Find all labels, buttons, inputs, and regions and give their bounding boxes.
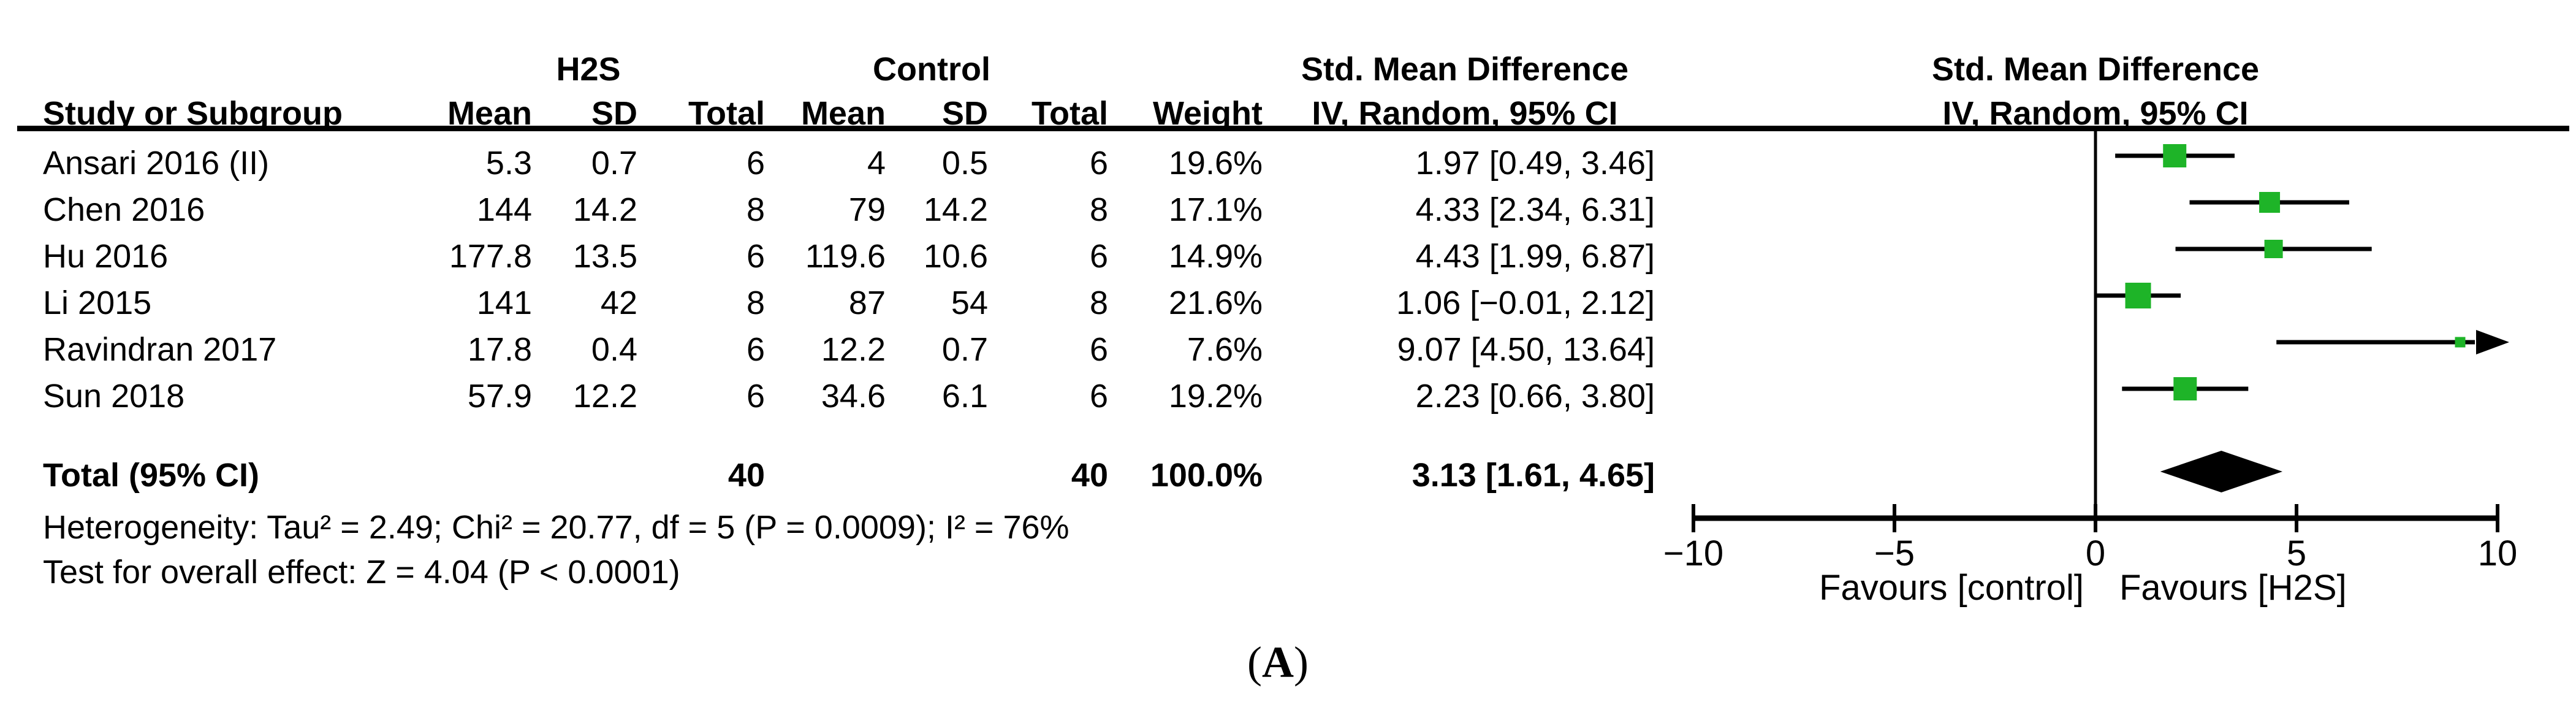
total-row-weight: 100.0% (1150, 457, 1263, 494)
total-row-label: Total (95% CI) (43, 457, 260, 494)
mean-h2s-cell: 17.8 (467, 331, 532, 368)
effect-marker (2163, 144, 2187, 167)
mean-h2s-cell: 57.9 (467, 378, 532, 415)
column-header-sd-h2s: SD (591, 95, 637, 132)
study-name-cell: Chen 2016 (43, 191, 205, 228)
favours-left-label: Favours [control] (1819, 568, 2084, 608)
study-name-cell: Hu 2016 (43, 238, 169, 275)
axis-tick-label: 10 (2478, 534, 2518, 573)
total-h2s-cell: 6 (746, 331, 765, 368)
ci-text-cell: 4.33 [2.34, 6.31] (1415, 191, 1655, 228)
sd-h2s-cell: 0.7 (591, 145, 637, 182)
column-header-mean-h2s: Mean (447, 95, 532, 132)
mean-h2s-cell: 144 (476, 191, 532, 228)
column-header-total-h2s: Total (688, 95, 765, 132)
column-header-weight: Weight (1153, 95, 1263, 132)
total-control-cell: 8 (1089, 285, 1108, 321)
total-h2s-cell: 6 (746, 378, 765, 415)
mean-control-cell: 34.6 (821, 378, 886, 415)
sd-h2s-cell: 0.4 (591, 331, 637, 368)
sd-h2s-cell: 42 (600, 285, 637, 321)
axis-tick-label: 0 (2086, 534, 2105, 573)
group-header-control: Control (873, 51, 990, 88)
total-control-cell: 6 (1089, 331, 1108, 368)
overall-effect-test: Test for overall effect: Z = 4.04 (P < 0… (43, 554, 680, 591)
favours-right-label: Favours [H2S] (2119, 568, 2347, 608)
total-diamond (2160, 451, 2283, 492)
effect-marker (2455, 337, 2466, 348)
sd-control-cell: 6.1 (941, 378, 988, 415)
study-name-cell: Ravindran 2017 (43, 331, 277, 368)
column-header-ci-plot: IV, Random, 95% CI (1942, 95, 2249, 132)
weight-cell: 17.1% (1168, 191, 1263, 228)
study-name-cell: Ansari 2016 (II) (43, 145, 270, 182)
axis-tick-label: −10 (1663, 534, 1723, 573)
axis-tick-label: 5 (2287, 534, 2306, 573)
sd-h2s-cell: 14.2 (572, 191, 637, 228)
effect-marker (2125, 283, 2151, 308)
mean-control-cell: 12.2 (821, 331, 886, 368)
column-header-total-control: Total (1032, 95, 1108, 132)
mean-control-cell: 87 (848, 285, 886, 321)
total-control-cell: 6 (1089, 145, 1108, 182)
sd-control-cell: 0.7 (941, 331, 988, 368)
effect-marker (2264, 240, 2283, 258)
ci-text-cell: 9.07 [4.50, 13.64] (1397, 331, 1655, 368)
group-header-h2s: H2S (556, 51, 621, 88)
total-h2s-cell: 8 (746, 285, 765, 321)
total-row-n-control: 40 (1071, 457, 1108, 494)
column-header-ci-table: IV, Random, 95% CI (1312, 95, 1618, 132)
effect-marker (2259, 192, 2281, 213)
caption-text: ) (1294, 638, 1309, 687)
total-control-cell: 8 (1089, 191, 1108, 228)
weight-cell: 7.6% (1187, 331, 1263, 368)
caption-text: ( (1247, 638, 1262, 687)
mean-control-cell: 119.6 (805, 238, 886, 275)
group-header-smd-table: Std. Mean Difference (1301, 51, 1629, 88)
effect-marker (2173, 377, 2197, 400)
group-header-smd-plot: Std. Mean Difference (1931, 51, 2260, 88)
ci-text-cell: 1.06 [−0.01, 2.12] (1396, 285, 1655, 321)
ci-text-cell: 2.23 [0.66, 3.80] (1415, 378, 1655, 415)
ci-arrow-right-icon (2476, 330, 2509, 354)
sd-h2s-cell: 13.5 (572, 238, 637, 275)
header-rule (17, 126, 2569, 131)
column-header-mean-control: Mean (800, 95, 886, 132)
weight-cell: 19.2% (1168, 378, 1263, 415)
mean-control-cell: 79 (848, 191, 886, 228)
total-control-cell: 6 (1089, 378, 1108, 415)
weight-cell: 19.6% (1168, 145, 1263, 182)
total-h2s-cell: 6 (746, 238, 765, 275)
sd-h2s-cell: 12.2 (572, 378, 637, 415)
axis-tick-label: −5 (1874, 534, 1915, 573)
column-header-sd-control: SD (941, 95, 988, 132)
study-name-cell: Sun 2018 (43, 378, 185, 415)
caption-text: A (1262, 638, 1294, 687)
heterogeneity-stats: Heterogeneity: Tau² = 2.49; Chi² = 20.77… (43, 509, 1070, 546)
total-h2s-cell: 6 (746, 145, 765, 182)
total-h2s-cell: 8 (746, 191, 765, 228)
column-header-study: Study or Subgroup (43, 95, 343, 132)
sd-control-cell: 54 (951, 285, 988, 321)
total-row-n-h2s: 40 (728, 457, 765, 494)
sd-control-cell: 14.2 (923, 191, 988, 228)
ci-text-cell: 1.97 [0.49, 3.46] (1415, 145, 1655, 182)
study-name-cell: Li 2015 (43, 285, 152, 321)
weight-cell: 14.9% (1168, 238, 1263, 275)
total-row-ci: 3.13 [1.61, 4.65] (1411, 457, 1655, 494)
mean-h2s-cell: 5.3 (485, 145, 532, 182)
figure-caption: (A) (0, 639, 2556, 686)
sd-control-cell: 10.6 (923, 238, 988, 275)
mean-control-cell: 4 (867, 145, 886, 182)
mean-h2s-cell: 177.8 (449, 238, 532, 275)
mean-h2s-cell: 141 (476, 285, 532, 321)
weight-cell: 21.6% (1168, 285, 1263, 321)
sd-control-cell: 0.5 (941, 145, 988, 182)
ci-text-cell: 4.43 [1.99, 6.87] (1415, 238, 1655, 275)
total-control-cell: 6 (1089, 238, 1108, 275)
